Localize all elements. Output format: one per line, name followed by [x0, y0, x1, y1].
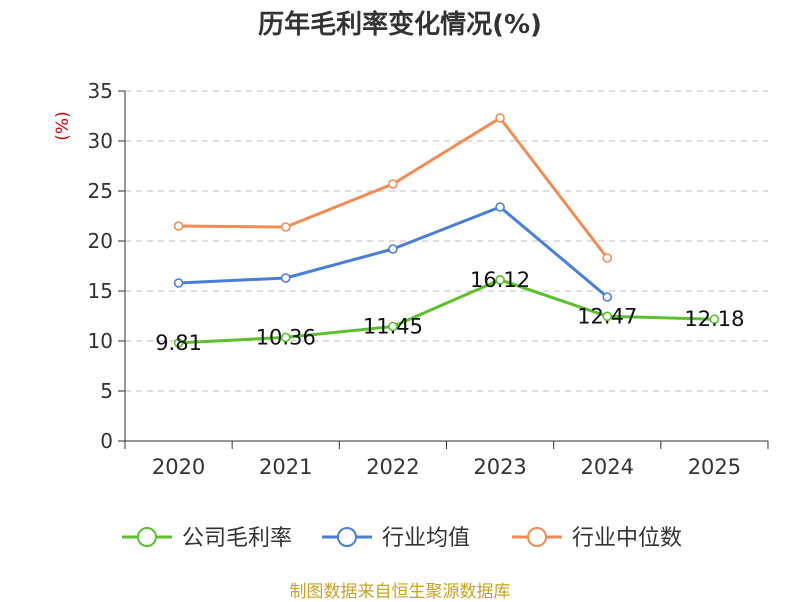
series-1-point [173, 278, 184, 288]
series-1-point [280, 273, 291, 283]
axes [118, 90, 769, 449]
legend-swatch-marker [337, 527, 357, 547]
series-0-line [178, 278, 715, 345]
y-tick-label: 0 [100, 429, 113, 453]
grid-lines [125, 90, 768, 392]
series-2-point [388, 179, 398, 189]
x-tick-label: 2021 [259, 455, 312, 479]
y-tick-label: 35 [88, 79, 113, 103]
source-note: 制图数据来自恒生聚源数据库 [289, 582, 511, 602]
series-0-point [602, 311, 613, 322]
x-tick-label: 2025 [688, 455, 741, 479]
y-tick-label: 25 [88, 179, 113, 203]
data-label: 12.18 [684, 307, 744, 331]
series-1-point [495, 202, 505, 212]
x-tick-label: 2024 [581, 455, 634, 479]
y-tick-label: 20 [88, 229, 113, 253]
x-tick-labels: 2020 2021 2022 2023 2024 2025 [152, 455, 741, 479]
series-0-point [388, 321, 398, 332]
data-label: 9.81 [155, 331, 202, 355]
data-labels: 9.81 10.36 11.45 16.12 12.47 12.18 [155, 268, 744, 355]
legend-swatch-marker [137, 527, 157, 547]
chart-title: 历年毛利率变化情况(%) [258, 9, 542, 40]
series-0-point [495, 274, 505, 285]
x-tick-label: 2023 [473, 455, 526, 479]
x-tick-label: 2022 [366, 455, 419, 479]
series-group [173, 113, 720, 348]
series-2-point [280, 222, 291, 232]
legend-swatch-marker [527, 527, 547, 547]
series-0-point [280, 332, 291, 343]
y-tick-labels: 0 5 10 15 20 25 30 35 [88, 79, 113, 453]
data-label: 16.12 [470, 268, 530, 292]
legend-label: 行业中位数 [572, 526, 682, 551]
series-2-point [602, 253, 613, 263]
legend: 公司毛利率 行业均值 行业中位数 [122, 526, 682, 551]
y-tick-label: 5 [100, 379, 113, 403]
data-label: 12.47 [577, 304, 637, 328]
y-tick-label: 30 [88, 129, 113, 153]
data-label: 11.45 [363, 315, 423, 339]
legend-label: 公司毛利率 [182, 526, 292, 551]
y-tick-label: 15 [88, 279, 113, 303]
legend-label: 行业均值 [382, 526, 470, 551]
series-2-point [173, 221, 184, 231]
series-0-point [173, 338, 184, 348]
series-1-point [602, 292, 613, 302]
series-1-point [388, 244, 398, 254]
series-0-point [709, 314, 720, 325]
x-tick-label: 2020 [152, 455, 205, 479]
series-2-point [495, 113, 505, 123]
y-axis-label: (%) [53, 111, 73, 140]
data-label: 10.36 [256, 325, 316, 349]
y-tick-label: 10 [88, 329, 113, 353]
